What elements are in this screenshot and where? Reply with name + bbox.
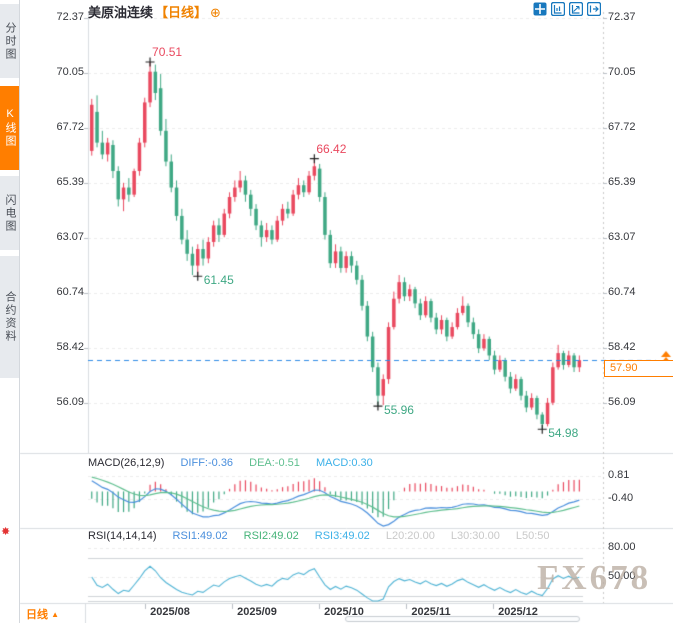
macd-dea-value: DEA:-0.51 [249,457,300,469]
sidebar-tab-1[interactable]: 分时图 [0,4,19,78]
x-axis-scale-icon[interactable] [568,1,584,17]
period-tag: 【日线】 [155,5,208,20]
rsi-axis-label: 80.00 [608,541,636,553]
price-axis-label-left: 70.05 [56,65,84,78]
macd-title: MACD(26,12,9) [88,457,165,469]
price-axis-label-right: 60.74 [608,286,636,299]
time-axis-label: 2025/11 [411,606,451,618]
macd-axis-label: -0.40 [608,492,634,504]
sidebar: 分时图 K线图闪电图合约资料 ✸ [0,0,20,623]
sidebar-tab-4[interactable]: 合约资料 [0,256,19,378]
time-axis-label: 2025/08 [150,606,190,618]
swing-low-label: 54.98 [548,426,579,441]
pan-move-icon[interactable] [533,2,547,16]
macd-diff-value: DIFF:-0.36 [180,457,234,469]
rsi-indicator-row: RSI(14,14,14) RSI1:49.02 RSI2:49.02 RSI3… [88,530,563,542]
sidebar-tab-2[interactable]: K线图 [0,86,19,170]
period-selector-label: 日线 [26,609,48,621]
chevron-up-icon: ▲ [51,610,59,619]
period-selector[interactable]: 日线 ▲ [26,606,59,622]
price-axis-label-left: 63.07 [56,230,84,243]
rsi-l50-level: L50:50 [515,530,550,542]
sidebar-tab-3[interactable]: 闪电图 [0,176,19,250]
price-axis-label-right: 65.39 [608,176,636,189]
price-axis-label-left: 72.37 [56,11,84,23]
time-axis-label: 2025/12 [498,606,538,618]
alert-icon[interactable]: ✸ [1,526,11,538]
price-axis-label-right: 70.05 [608,65,636,78]
add-indicator-icon[interactable]: ⊕ [210,5,221,20]
rsi-l20-level: L20:20.00 [385,530,435,542]
macd-hist-value: MACD:0.30 [315,457,373,469]
price-axis-label-left: 60.74 [56,286,84,299]
detach-window-icon[interactable] [586,1,602,17]
rsi-l30-level: L30:30.00 [450,530,500,542]
swing-high-label: 66.42 [316,141,347,156]
time-axis-label: 2025/09 [237,606,277,618]
price-axis-label-right: 67.72 [608,120,636,133]
chart-header: 美原油连续 【日线】 ⊕ [88,2,221,21]
price-axis-label-left: 67.72 [56,120,84,133]
price-axis-label-right: 63.07 [608,230,636,243]
rsi1-value: RSI1:49.02 [172,530,228,542]
price-axis-label-left: 58.42 [56,340,84,353]
swing-low-label: 61.45 [203,273,234,288]
rsi-title: RSI(14,14,14) [88,530,157,542]
macd-axis-label: 0.81 [608,469,630,481]
time-axis-label: 2025/10 [324,606,364,618]
swing-low-label: 55.96 [383,403,414,418]
swing-high-label: 70.51 [152,44,183,59]
rsi3-value: RSI3:49.02 [314,530,370,542]
y-axis-scale-icon[interactable] [550,1,566,17]
symbol-title: 美原油连续 [88,5,154,20]
rsi2-value: RSI2:49.02 [243,530,299,542]
macd-indicator-row: MACD(26,12,9) DIFF:-0.36 DEA:-0.51 MACD:… [88,457,386,469]
price-axis-label-left: 56.09 [56,395,84,408]
current-price-label: 57.90 [604,360,673,377]
rsi-axis-label: 50.00 [608,570,636,582]
price-axis-label-left: 65.39 [56,176,84,189]
price-axis-label-right: 56.09 [608,395,636,408]
price-axis-label-right: 58.42 [608,340,636,353]
price-axis-label-right: 72.37 [608,11,636,23]
